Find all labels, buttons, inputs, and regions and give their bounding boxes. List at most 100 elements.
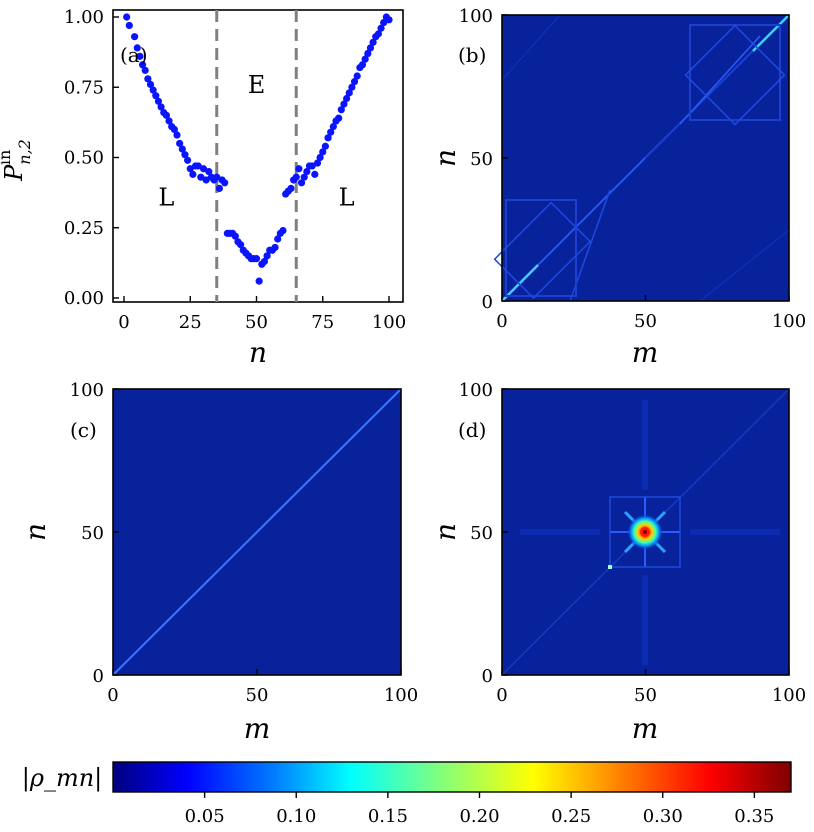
colorbar-tick-label: 0.05 xyxy=(185,806,225,827)
panel-a-data-point xyxy=(237,241,245,249)
panel-a-data-point xyxy=(170,125,178,133)
panel-a-data-point xyxy=(197,173,205,181)
panel-a-data-point xyxy=(205,167,213,176)
panel-a-data-point xyxy=(366,44,375,52)
panel-a-data-point xyxy=(186,165,194,173)
panel-d-ytick-label: 100 xyxy=(459,380,493,401)
panel-a-data-point xyxy=(154,97,163,105)
colorbar-tick-label: 0.30 xyxy=(643,806,683,827)
panel-a-data-point xyxy=(348,83,356,91)
panel-a-frame xyxy=(112,9,404,303)
colorbar-label: |ρ_mn| xyxy=(22,764,103,793)
panel-d-ytick-label: 50 xyxy=(470,523,493,544)
panel-a-data-point xyxy=(321,142,329,150)
panel-a-ytick-label: 0.25 xyxy=(64,218,104,239)
panel-a-xtick-label: 75 xyxy=(311,312,334,333)
panel-c-xtick-label: 50 xyxy=(246,685,269,706)
panel-a-data-point xyxy=(146,80,155,89)
panel-a-data-point xyxy=(231,232,239,240)
panel-a-data-point xyxy=(141,66,149,74)
panel-a-data-point xyxy=(279,226,287,235)
panel-a-ylabel: Pn,2in xyxy=(0,139,34,182)
panel-a-xlabel: n xyxy=(249,336,267,369)
panel-a-data-point xyxy=(176,139,184,148)
panel-a-data-point xyxy=(149,86,157,94)
panel-d-ylabel: n xyxy=(429,523,462,541)
panel-a-data-point xyxy=(380,19,388,27)
panel-a-data-point xyxy=(138,61,147,69)
panel-c-ytick-label: 50 xyxy=(81,523,104,544)
panel-a-data-point xyxy=(364,49,372,58)
colorbar-tick-label: 0.10 xyxy=(276,806,316,827)
panel-a-data-point xyxy=(274,235,282,243)
panel-a-data-point xyxy=(313,159,322,167)
panel-c-diagonal xyxy=(112,388,402,676)
panel-d-heatmap: (d) 00 50 50 100 100 m n xyxy=(429,380,806,745)
panel-a-data-point xyxy=(358,61,367,69)
panel-c-ytick-label: 0 xyxy=(93,666,104,687)
panel-a-data-point xyxy=(319,148,327,156)
panel-b-ytick-label: 50 xyxy=(470,149,493,170)
panel-a-ytick-label: 0.75 xyxy=(64,77,104,98)
panel-a-data-point xyxy=(327,128,335,136)
panel-a-label: (a) xyxy=(120,43,148,67)
panel-a-data-point xyxy=(311,170,319,178)
panel-a-data-point xyxy=(202,176,210,184)
panel-a-data-point xyxy=(144,75,152,83)
panel-a-ytick-label: 1.00 xyxy=(64,7,104,28)
panel-a-data-point xyxy=(162,111,170,119)
panel-a-data-point xyxy=(152,92,160,100)
panel-a-data-point xyxy=(252,255,261,263)
panel-a-data-point xyxy=(308,162,316,170)
panel-a-data-point xyxy=(361,55,369,63)
panel-a-region-label: E xyxy=(248,71,266,99)
panel-d-label: (d) xyxy=(458,418,486,442)
colorbar: |ρ_mn| 0.05 0.10 0.15 0.20 0.25 0.30 0.35 xyxy=(22,761,792,827)
panel-a-data-point xyxy=(345,89,353,97)
panel-a-data-point xyxy=(353,72,361,80)
panel-a-xtick-label: 100 xyxy=(372,312,406,333)
panel-a-data-point xyxy=(287,184,295,193)
panel-a-data-point xyxy=(157,103,165,111)
panel-c-xtick-label: 100 xyxy=(384,685,418,706)
panel-a-data-point xyxy=(184,156,192,164)
panel-a-data-point xyxy=(329,122,337,131)
panel-a-data-point xyxy=(263,252,271,260)
panel-d-ytick-label: 0 xyxy=(482,666,493,687)
panel-c-ylabel: n xyxy=(19,523,52,541)
panel-a-xtick-label: 50 xyxy=(245,312,268,333)
panel-c-heatmap: (c) 00 50 50 100 100 m n xyxy=(19,380,418,745)
panel-b-xtick-label: 0 xyxy=(496,311,507,332)
colorbar-tick-label: 0.25 xyxy=(551,806,591,827)
panel-a-data-point xyxy=(271,243,279,252)
panel-d-xlabel: m xyxy=(632,712,659,745)
panel-d-structure xyxy=(501,388,790,676)
panel-a-data-point xyxy=(324,134,332,142)
panel-a-ytick-label: 0.00 xyxy=(64,288,104,309)
panel-c-ytick-label: 100 xyxy=(70,380,104,401)
panel-a-data-point xyxy=(292,173,300,181)
panel-a-data-point xyxy=(300,173,308,181)
panel-a-data-point xyxy=(255,277,263,285)
panel-a-data-point xyxy=(295,165,303,173)
panel-a-data-point xyxy=(213,173,221,181)
panel-c-xlabel: m xyxy=(244,712,271,745)
panel-b-xtick-label: 100 xyxy=(772,311,806,332)
panel-a-data-point xyxy=(178,145,186,153)
panel-b-ylabel: n xyxy=(429,149,462,167)
panel-a-data-point xyxy=(374,30,382,38)
colorbar-gradient xyxy=(112,761,792,793)
panel-b-xlabel: m xyxy=(632,336,659,369)
panel-a-data-point xyxy=(316,153,324,162)
panel-a-data-point xyxy=(194,162,202,170)
panel-a-data-point xyxy=(215,184,223,193)
panel-a-region-label: L xyxy=(158,183,174,211)
panel-c-label: (c) xyxy=(70,418,97,442)
panel-a-data-point xyxy=(189,170,197,178)
panel-d-xtick-label: 50 xyxy=(634,685,657,706)
panel-b-structure xyxy=(495,15,789,301)
panel-a-data-point xyxy=(181,151,189,159)
panel-a-data-point xyxy=(165,117,173,125)
panel-a-data-point xyxy=(297,179,306,187)
